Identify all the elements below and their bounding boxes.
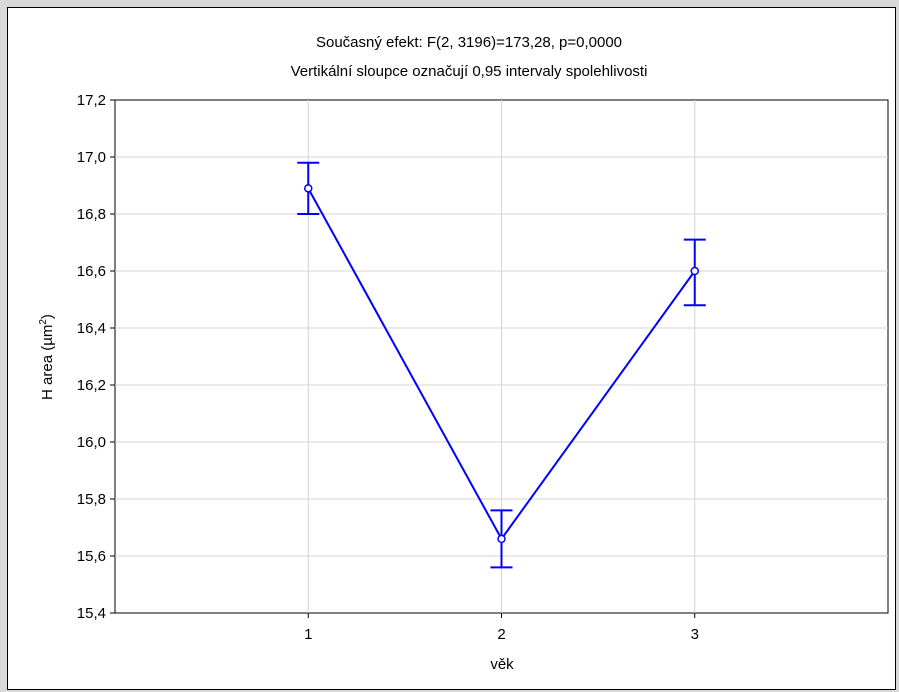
y-tick-label: 16,6	[77, 263, 106, 280]
x-tick-label: 1	[304, 626, 312, 643]
y-tick-label: 17,0	[77, 149, 106, 166]
y-tick-label: 16,2	[77, 377, 106, 394]
data-point-marker	[690, 266, 699, 276]
y-axis-label-close: )	[39, 314, 56, 319]
grid-lines	[115, 100, 888, 613]
y-axis-label: H area (µm2)	[38, 314, 56, 400]
x-axis-ticks: 1 2 3	[304, 613, 699, 643]
y-tick-label: 17,2	[77, 92, 106, 109]
y-tick-label: 15,4	[77, 605, 106, 622]
y-tick-label: 15,8	[77, 491, 106, 508]
data-point-marker	[497, 534, 506, 544]
y-tick-label: 16,8	[77, 206, 106, 223]
y-tick-label: 16,0	[77, 434, 106, 451]
x-axis-label: věk	[490, 656, 514, 673]
y-tick-label: 16,4	[77, 320, 106, 337]
y-axis-label-superscript: 2	[38, 319, 49, 325]
data-point-marker	[304, 184, 313, 193]
chart-subtitle: Vertikální sloupce označují 0,95 interva…	[291, 63, 648, 80]
chart-title: Současný efekt: F(2, 3196)=173,28, p=0,0…	[316, 34, 622, 51]
x-tick-label: 2	[497, 626, 505, 643]
series-layer	[297, 161, 706, 569]
x-tick-label: 3	[691, 626, 699, 643]
y-axis-label-main: H area (µm	[39, 325, 56, 400]
y-tick-label: 15,6	[77, 548, 106, 565]
y-axis-ticks: 15,4 15,6 15,8 16,0 16,2 16,4 16,6 16,8 17,0 17,2	[77, 92, 115, 622]
